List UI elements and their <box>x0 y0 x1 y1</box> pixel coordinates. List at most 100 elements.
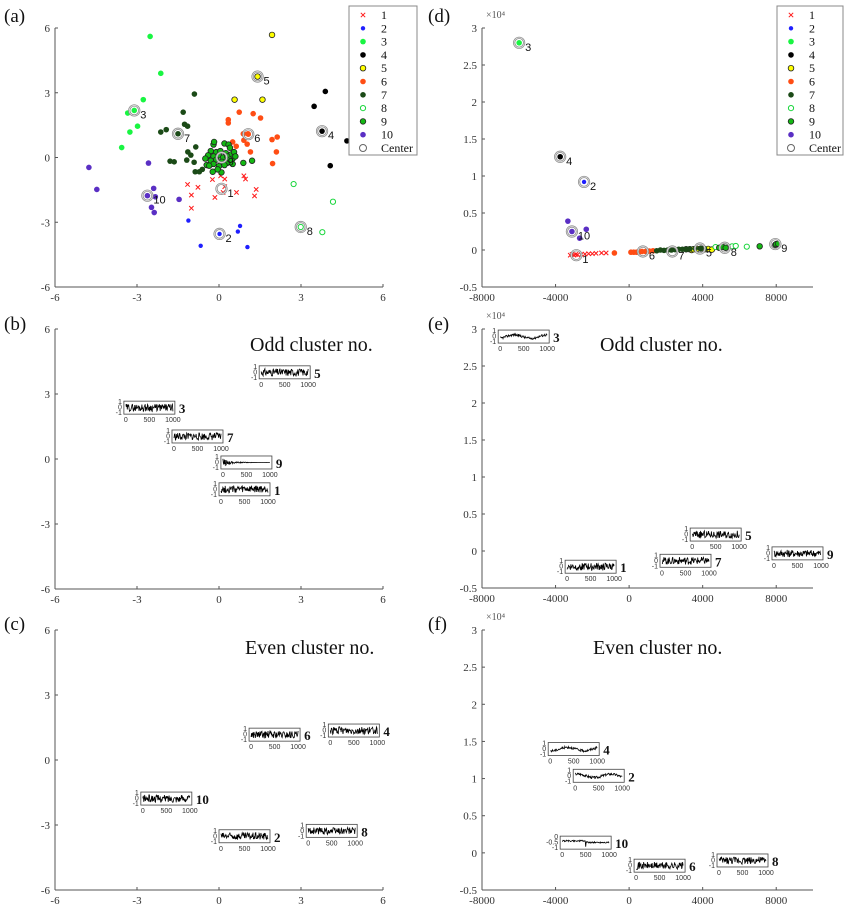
inset-cluster-number: 10 <box>196 792 209 807</box>
data-point <box>134 123 141 130</box>
legend-marker <box>788 12 794 18</box>
cluster-center <box>315 125 329 138</box>
x-tick-label: 0 <box>626 895 632 907</box>
cluster-center <box>577 175 591 189</box>
data-point <box>274 134 281 140</box>
inset-x-tick: 0 <box>717 870 721 877</box>
inset-x-tick: 500 <box>239 499 251 506</box>
data-point <box>167 158 173 164</box>
legend-entry: 2 <box>809 21 815 35</box>
legend-entry: 4 <box>381 48 387 62</box>
series-4 <box>311 88 350 169</box>
center-label: 3 <box>140 109 146 121</box>
inset-y-tick: 0 <box>628 863 632 870</box>
waveform-line <box>574 772 623 780</box>
center-label: 9 <box>228 157 234 169</box>
inset-y-tick: -1 <box>709 863 715 870</box>
data-point <box>329 198 337 205</box>
data-point <box>259 96 266 103</box>
inset-x-tick: 500 <box>269 744 281 751</box>
center-ring-inner <box>216 183 227 195</box>
data-point <box>127 129 133 135</box>
panel-label: (c) <box>4 614 25 635</box>
center-label: 10 <box>578 231 590 243</box>
legend-entry: 10 <box>381 128 393 142</box>
legend-entry: 8 <box>809 101 815 115</box>
data-point <box>231 96 238 103</box>
y-exponent-label: ×10⁴ <box>486 10 506 21</box>
inset-y-tick: 0 <box>243 732 247 739</box>
inset-x-tick: 1000 <box>813 563 829 570</box>
panel-label: (a) <box>4 6 25 27</box>
y-tick-label: 6 <box>45 23 51 35</box>
data-point <box>199 166 206 173</box>
data-point <box>148 204 155 211</box>
center-ring-inner <box>694 243 706 254</box>
series-10 <box>86 160 182 216</box>
inset-y-tick: -0.5 <box>546 840 558 847</box>
cluster-center <box>294 220 307 234</box>
series-3 <box>118 33 164 151</box>
center-label: 5 <box>264 76 270 88</box>
data-point <box>241 173 247 179</box>
inset-y-tick: -1 <box>490 339 496 346</box>
inset-x-tick: 500 <box>568 759 580 766</box>
inset-x-tick: 0 <box>772 563 776 570</box>
center-ring-inner <box>316 125 328 137</box>
inset-x-tick: 1000 <box>731 544 747 551</box>
inset-y-tick: 1 <box>166 428 170 435</box>
inset-y-tick: -1 <box>164 439 170 446</box>
y-tick-label: 0 <box>45 454 51 466</box>
inset-y-tick: -1 <box>626 868 632 875</box>
data-point <box>583 226 590 233</box>
cluster-center <box>718 241 731 254</box>
inset-x-tick: 500 <box>144 417 156 424</box>
data-point <box>593 250 599 256</box>
inset-x-tick: 1000 <box>260 499 276 506</box>
data-point <box>250 110 256 117</box>
y-tick-label: 0 <box>472 848 478 860</box>
inset-cluster-number: 8 <box>772 854 779 869</box>
inset-y-tick: 0 <box>166 433 170 440</box>
inset-x-tick: 0 <box>660 570 664 577</box>
inset-y-tick: 1 <box>300 822 304 829</box>
inset-y-tick: -1 <box>565 778 571 785</box>
inset-x-tick: 500 <box>326 840 338 847</box>
center-ring-inner <box>513 37 525 49</box>
data-point <box>247 149 254 155</box>
data-point <box>205 162 213 169</box>
panel-title: Odd cluster no. <box>250 334 373 356</box>
cluster-center <box>215 182 228 195</box>
legend-marker <box>787 64 795 72</box>
x-tick-label: -8000 <box>469 895 495 907</box>
legend-marker <box>787 118 795 125</box>
legend-entry: 6 <box>381 75 387 89</box>
series-3 <box>516 40 522 46</box>
center-ring-inner <box>214 228 225 240</box>
legend-marker <box>360 26 366 31</box>
data-point <box>244 141 250 147</box>
inset-y-tick: 0 <box>300 828 304 835</box>
inset-x-tick: 500 <box>192 446 204 453</box>
inset-y-tick: -1 <box>241 737 247 744</box>
inset-x-tick: 1000 <box>675 875 691 882</box>
data-point <box>140 96 147 103</box>
data-point <box>573 251 579 257</box>
inset-x-tick: 0 <box>565 576 569 583</box>
y-tick-label: 2 <box>472 699 478 711</box>
inset-x-tick: 0 <box>141 808 145 815</box>
waveform-line <box>773 549 822 558</box>
inset-y-tick: 1 <box>766 545 770 552</box>
data-point <box>237 223 243 229</box>
inset-y-tick: -1 <box>251 375 257 382</box>
legend-marker <box>360 92 366 98</box>
center-ring-inner <box>252 71 263 82</box>
cluster-center <box>128 104 141 117</box>
panel-title: Even cluster no. <box>593 637 722 659</box>
inset-x-tick: 0 <box>219 846 223 853</box>
legend-marker <box>359 144 367 152</box>
panel-e: -8000 -4000 0 4000 8000 -0.5 0 0.5 1 1.5 2 2.5 3 (e) ×… <box>428 311 834 605</box>
